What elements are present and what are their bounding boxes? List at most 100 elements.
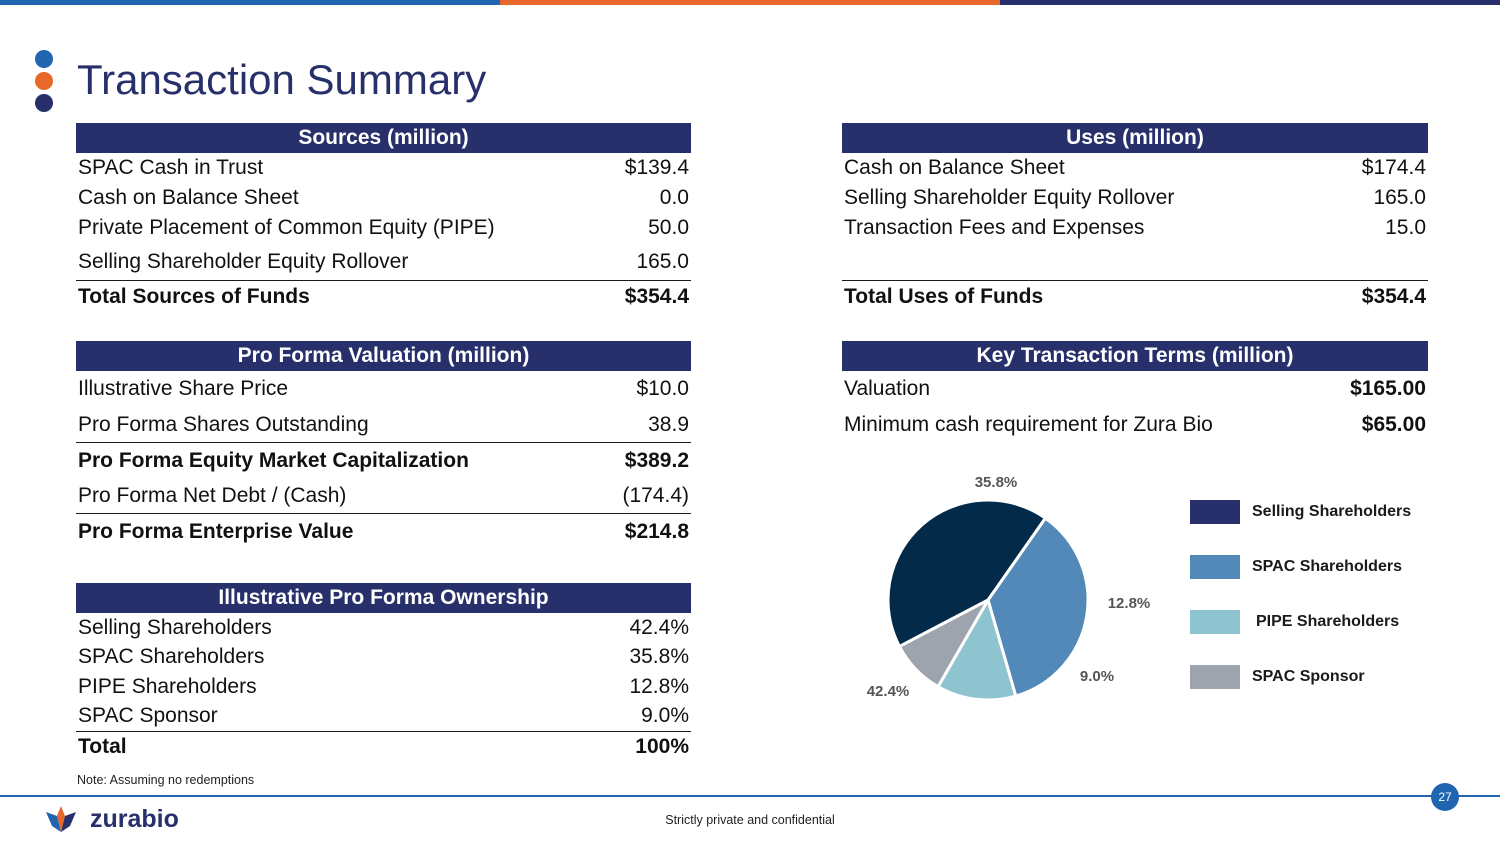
legend-item: SPAC Sponsor — [1190, 665, 1411, 689]
page-title: Transaction Summary — [77, 56, 487, 103]
row-value: 42.4% — [629, 615, 689, 639]
table-row: Private Placement of Common Equity (PIPE… — [76, 213, 691, 243]
table-row: Pro Forma Enterprise Value $214.8 — [76, 513, 691, 549]
row-label: Pro Forma Enterprise Value — [78, 519, 354, 543]
ownership-header: Illustrative Pro Forma Ownership — [76, 583, 691, 613]
sources-header: Sources (million) — [76, 123, 691, 153]
row-value: (174.4) — [622, 483, 689, 507]
table-row: Pro Forma Equity Market Capitalization $… — [76, 442, 691, 478]
top-bar-orange — [500, 0, 1000, 5]
ownership-pie-chart — [870, 470, 1130, 730]
row-value: 38.9 — [648, 412, 689, 436]
total-value: 100% — [635, 735, 689, 758]
row-value: 0.0 — [659, 186, 689, 209]
row-value: $174.4 — [1361, 156, 1426, 179]
legend-item: PIPE Shareholders — [1190, 610, 1411, 634]
row-label: Selling Shareholder Equity Rollover — [78, 249, 409, 273]
row-value: 165.0 — [1373, 186, 1426, 209]
table-row: Selling Shareholders 42.4% — [76, 613, 691, 643]
row-value: 50.0 — [648, 216, 689, 239]
total-row: Total 100% — [76, 731, 691, 762]
valuation-header: Pro Forma Valuation (million) — [76, 341, 691, 371]
pie-svg — [886, 498, 1090, 702]
row-label: Pro Forma Shares Outstanding — [78, 412, 369, 436]
row-value: 15.0 — [1385, 216, 1426, 239]
top-bar-navy — [1000, 0, 1500, 5]
row-value: $139.4 — [624, 156, 689, 179]
legend-item: SPAC Shareholders — [1190, 555, 1411, 579]
blue-dot-icon — [35, 50, 53, 68]
uses-table: Uses (million) Cash on Balance Sheet $17… — [842, 123, 1428, 313]
legend-label: Selling Shareholders — [1252, 503, 1412, 520]
table-row: Pro Forma Net Debt / (Cash) (174.4) — [76, 478, 691, 513]
table-row: Selling Shareholder Equity Rollover 165.… — [842, 183, 1428, 213]
legend-swatch — [1190, 500, 1240, 524]
logo-text: zurabio — [90, 804, 179, 833]
pie-slice-spac-shareholders — [986, 515, 1090, 698]
pie-slice-selling-shareholders — [886, 498, 1048, 649]
ownership-table: Illustrative Pro Forma Ownership Selling… — [76, 583, 691, 762]
confidential-notice: Strictly private and confidential — [665, 813, 835, 827]
table-row: Cash on Balance Sheet 0.0 — [76, 183, 691, 213]
row-label: Transaction Fees and Expenses — [844, 216, 1145, 239]
total-value: $354.4 — [624, 285, 689, 308]
row-value: $10.0 — [636, 377, 689, 400]
footnote: Note: Assuming no redemptions — [77, 773, 255, 787]
table-row: Minimum cash requirement for Zura Bio $6… — [842, 407, 1428, 442]
legend-swatch — [1190, 610, 1240, 634]
table-row: SPAC Sponsor 9.0% — [76, 702, 691, 732]
terms-table: Key Transaction Terms (million) Valuatio… — [842, 341, 1428, 442]
table-row: Valuation $165.00 — [842, 371, 1428, 407]
total-label: Total — [78, 735, 127, 758]
table-row: SPAC Cash in Trust $139.4 — [76, 153, 691, 183]
total-label: Total Uses of Funds — [844, 285, 1044, 308]
legend-label: SPAC Shareholders — [1252, 558, 1402, 575]
pie-data-label: 9.0% — [1079, 668, 1115, 685]
row-label: PIPE Shareholders — [78, 674, 257, 698]
navy-dot-icon — [35, 94, 53, 112]
row-label: SPAC Sponsor — [78, 704, 218, 728]
row-value: $65.00 — [1361, 412, 1426, 436]
row-label: Illustrative Share Price — [78, 377, 289, 400]
row-label: Pro Forma Equity Market Capitalization — [78, 448, 469, 472]
row-value: $165.00 — [1350, 377, 1426, 400]
pie-data-label: 12.8% — [1107, 595, 1151, 612]
total-row: Total Uses of Funds $354.4 — [842, 280, 1428, 313]
row-label: Cash on Balance Sheet — [844, 156, 1065, 179]
row-label: Pro Forma Net Debt / (Cash) — [78, 483, 347, 507]
orange-dot-icon — [35, 72, 53, 90]
table-row: PIPE Shareholders 12.8% — [76, 672, 691, 702]
legend-item: Selling Shareholders — [1190, 500, 1411, 524]
top-color-bar — [0, 0, 1500, 5]
row-label: Private Placement of Common Equity (PIPE… — [78, 216, 495, 239]
table-row: Selling Shareholder Equity Rollover 165.… — [76, 243, 691, 280]
pie-slice-pipe-shareholders — [936, 596, 1018, 702]
pie-data-label: 35.8% — [974, 474, 1018, 491]
chart-legend: Selling Shareholders SPAC Shareholders P… — [1190, 500, 1411, 720]
legend-swatch — [1190, 555, 1240, 579]
pie-data-label: 42.4% — [866, 683, 910, 700]
title-dots-icon — [35, 50, 55, 116]
row-value: 165.0 — [636, 249, 689, 273]
row-value: $214.8 — [624, 519, 689, 543]
terms-header: Key Transaction Terms (million) — [842, 341, 1428, 371]
logo-icon — [46, 806, 76, 832]
table-row: SPAC Shareholders 35.8% — [76, 643, 691, 673]
row-value: 12.8% — [629, 674, 689, 698]
row-label: Cash on Balance Sheet — [78, 186, 299, 209]
legend-swatch — [1190, 665, 1240, 689]
empty-row — [842, 243, 1428, 280]
legend-label: PIPE Shareholders — [1256, 613, 1400, 630]
row-label: SPAC Cash in Trust — [78, 156, 264, 179]
row-label: Selling Shareholder Equity Rollover — [844, 186, 1175, 209]
table-row: Illustrative Share Price $10.0 — [76, 371, 691, 407]
row-label: Selling Shareholders — [78, 615, 272, 639]
footer-divider — [0, 795, 1500, 797]
row-value: 35.8% — [629, 645, 689, 669]
uses-header: Uses (million) — [842, 123, 1428, 153]
total-value: $354.4 — [1361, 285, 1426, 308]
top-bar-blue — [0, 0, 500, 5]
valuation-table: Pro Forma Valuation (million) Illustrati… — [76, 341, 691, 549]
row-value: 9.0% — [641, 704, 689, 728]
table-row: Cash on Balance Sheet $174.4 — [842, 153, 1428, 183]
